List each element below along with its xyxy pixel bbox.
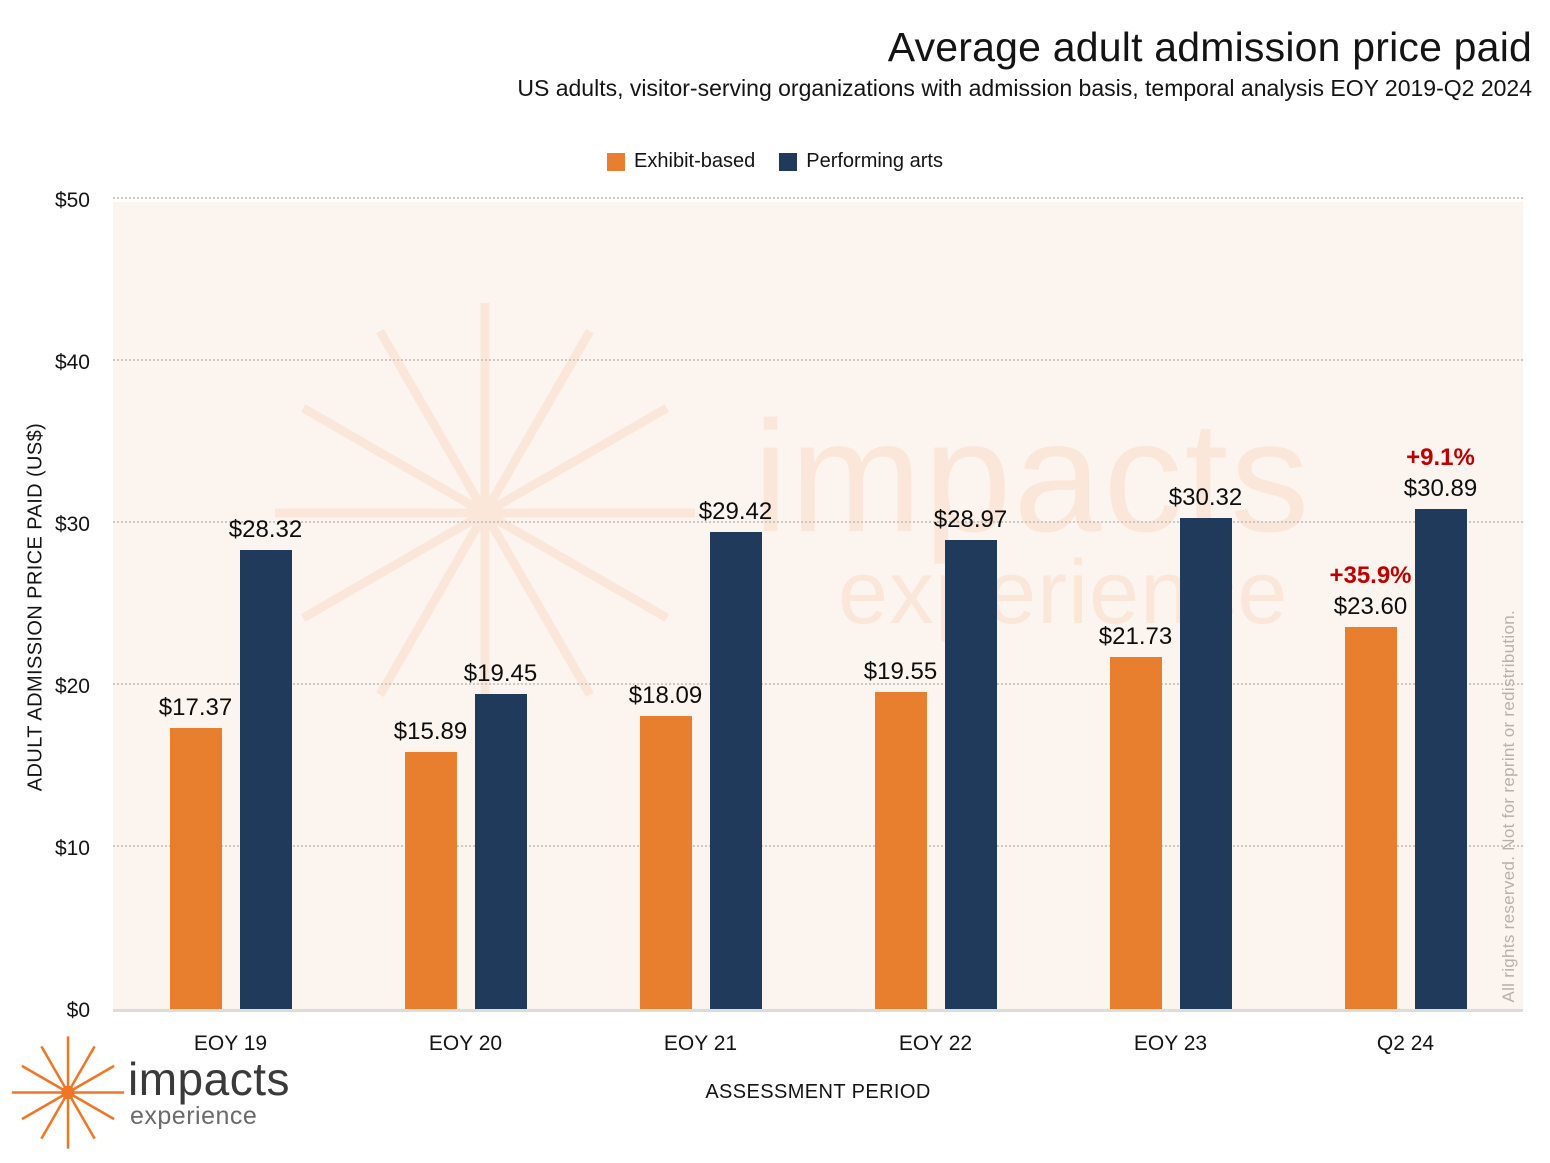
bar-performing-arts-q2-24 xyxy=(1414,509,1467,1009)
bar-exhibit-based-q2-24 xyxy=(1344,627,1397,1009)
bar-percent-annotation-exhibit-based-q2-24: +35.9% xyxy=(1329,562,1412,589)
bar-value-label-exhibit-based-eoy-23: $21.73 xyxy=(1098,623,1173,650)
impacts-logo-tagline: experience xyxy=(130,1102,258,1130)
bar-value-label-exhibit-based-eoy-20: $15.89 xyxy=(393,718,468,745)
x-tick-label-q2-24: Q2 24 xyxy=(1376,1032,1435,1055)
y-axis-tick-labels: $0 $10 $20 $30 $40 $50 xyxy=(0,189,100,1022)
legend-item-performing-arts: Performing arts xyxy=(779,150,943,173)
bar-value-label-exhibit-based-eoy-22: $19.55 xyxy=(863,658,938,685)
bar-performing-arts-eoy-22 xyxy=(944,540,997,1009)
gridline xyxy=(113,845,1523,847)
bar-performing-arts-eoy-20 xyxy=(474,694,527,1009)
x-tick-label-eoy-23: EOY 23 xyxy=(1133,1032,1208,1055)
x-tick-label-eoy-20: EOY 20 xyxy=(428,1032,503,1055)
legend-label-exhibit-based: Exhibit-based xyxy=(634,150,756,172)
bar-value-label-performing-arts-eoy-22: $28.97 xyxy=(933,506,1008,533)
bar-value-label-exhibit-based-q2-24: $23.60 xyxy=(1333,593,1408,620)
x-axis-tick-labels: EOY 19 EOY 20 EOY 21 EOY 22 EOY 23 Q2 24 xyxy=(0,1032,1550,1062)
gridline xyxy=(113,359,1523,361)
page-title: Average adult admission price paid xyxy=(887,24,1532,70)
legend-swatch-exhibit-based-icon xyxy=(607,152,626,171)
bar-exhibit-based-eoy-22 xyxy=(874,692,927,1009)
bar-value-label-performing-arts-q2-24: $30.89 xyxy=(1403,475,1478,502)
starburst-watermark-icon xyxy=(275,303,695,723)
gridline xyxy=(113,521,1523,523)
plot-area: impacts experience All rights reserved. … xyxy=(113,197,1523,1012)
gridline xyxy=(113,197,1523,199)
gridline xyxy=(113,683,1523,685)
bar-percent-annotation-performing-arts-q2-24: +9.1% xyxy=(1406,444,1475,471)
bar-value-label-performing-arts-eoy-20: $19.45 xyxy=(463,660,538,687)
x-tick-label-eoy-22: EOY 22 xyxy=(898,1032,973,1055)
bar-value-label-exhibit-based-eoy-19: $17.37 xyxy=(158,694,233,721)
bar-value-label-performing-arts-eoy-23: $30.32 xyxy=(1168,484,1243,511)
x-axis-title: ASSESSMENT PERIOD xyxy=(705,1081,931,1103)
bar-exhibit-based-eoy-23 xyxy=(1109,657,1162,1009)
impacts-logo-starburst-icon xyxy=(11,1036,125,1149)
x-tick-label-eoy-21: EOY 21 xyxy=(663,1032,738,1055)
page-subtitle: US adults, visitor-serving organizations… xyxy=(517,75,1532,101)
legend-item-exhibit-based: Exhibit-based xyxy=(607,150,755,173)
bar-performing-arts-eoy-23 xyxy=(1179,518,1232,1009)
y-tick-label: $50 xyxy=(54,189,90,212)
bar-performing-arts-eoy-21 xyxy=(709,532,762,1009)
y-tick-label: $10 xyxy=(54,837,90,860)
legend-label-performing-arts: Performing arts xyxy=(806,150,943,172)
y-tick-label: $30 xyxy=(54,513,90,536)
footer-logo: impacts experience xyxy=(8,1030,308,1155)
bar-value-label-exhibit-based-eoy-21: $18.09 xyxy=(628,682,703,709)
y-tick-label: $20 xyxy=(54,675,90,698)
bar-value-label-performing-arts-eoy-19: $28.32 xyxy=(228,516,303,543)
bar-exhibit-based-eoy-19 xyxy=(169,728,222,1009)
bar-exhibit-based-eoy-21 xyxy=(639,716,692,1009)
y-tick-label: $0 xyxy=(66,999,90,1022)
impacts-logo-name: impacts xyxy=(128,1053,290,1105)
legend: Exhibit-based Performing arts xyxy=(0,150,1550,173)
copyright-notice: All rights reserved. Not for reprint or … xyxy=(1499,610,1518,1003)
y-tick-label: $40 xyxy=(54,351,90,374)
bar-exhibit-based-eoy-20 xyxy=(404,752,457,1009)
legend-swatch-performing-arts-icon xyxy=(779,152,798,171)
x-tick-label-eoy-19: EOY 19 xyxy=(193,1032,268,1055)
bar-performing-arts-eoy-19 xyxy=(239,550,292,1009)
bar-value-label-performing-arts-eoy-21: $29.42 xyxy=(698,498,773,525)
